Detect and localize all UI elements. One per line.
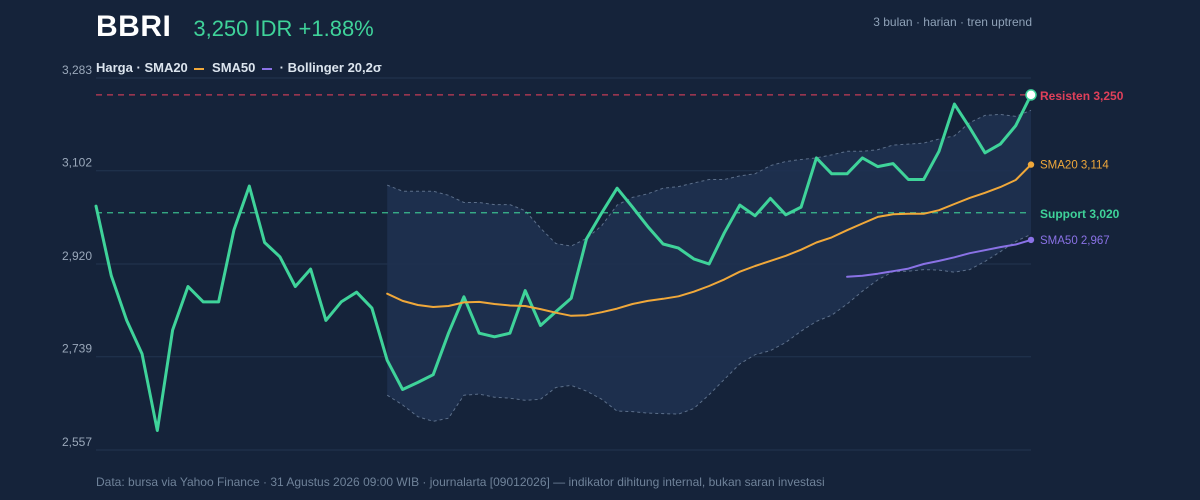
bollinger-upper-line xyxy=(387,109,1032,247)
level-label-resisten: Resisten 3,250 xyxy=(1040,89,1124,103)
chart-footer: Data: bursa via Yahoo Finance · 31 Agust… xyxy=(96,475,825,489)
sma50-line-end-point xyxy=(1027,236,1035,244)
chart-labels: Resisten 3,250 Support 3,020 SMA20 3,114 SM… xyxy=(1040,89,1124,247)
sma50-line xyxy=(846,238,1032,278)
chart-header: BBRI 3,250 IDR +1.88% xyxy=(96,10,374,44)
price-line xyxy=(94,93,1033,432)
sma50-end-label: SMA50 2,967 xyxy=(1040,235,1110,247)
sma20-line-end-point xyxy=(1027,161,1035,168)
price-end-point xyxy=(1025,89,1037,101)
bollinger-fill xyxy=(387,110,1031,422)
ticker-symbol: BBRI xyxy=(96,10,172,43)
legend-sma20-swatch xyxy=(194,67,205,70)
legend-sma50: SMA50 xyxy=(212,60,256,75)
y-tick-label: 3,102 xyxy=(62,156,92,170)
bollinger-lower-line xyxy=(386,233,1032,422)
chart-meta: 3 bulan · harian · tren uptrend xyxy=(873,15,1032,29)
bollinger-band xyxy=(386,109,1032,422)
legend-separator: · xyxy=(136,60,145,75)
sma20-line xyxy=(386,163,1032,317)
level-label-support: Support 3,020 xyxy=(1040,207,1120,221)
y-tick-label: 2,920 xyxy=(62,249,92,263)
series-lines xyxy=(94,89,1037,432)
legend-price: Harga xyxy=(96,60,133,75)
support-resistance-levels xyxy=(96,94,1031,214)
chart-legend: Harga · SMA20 SMA50 · Bollinger 20,2σ xyxy=(96,60,382,75)
sma20-end-label: SMA20 3,114 xyxy=(1040,160,1109,172)
price-change: 3,250 IDR +1.88% xyxy=(193,16,374,41)
y-tick-label: 3,283 xyxy=(62,63,92,77)
legend-bollinger: Bollinger 20,2σ xyxy=(287,60,382,75)
legend-sma50-swatch xyxy=(262,67,273,70)
legend-sma20: SMA20 xyxy=(144,60,188,75)
legend-separator: · xyxy=(279,60,284,75)
y-tick-label: 2,557 xyxy=(62,435,92,449)
y-tick-label: 2,739 xyxy=(62,342,92,356)
